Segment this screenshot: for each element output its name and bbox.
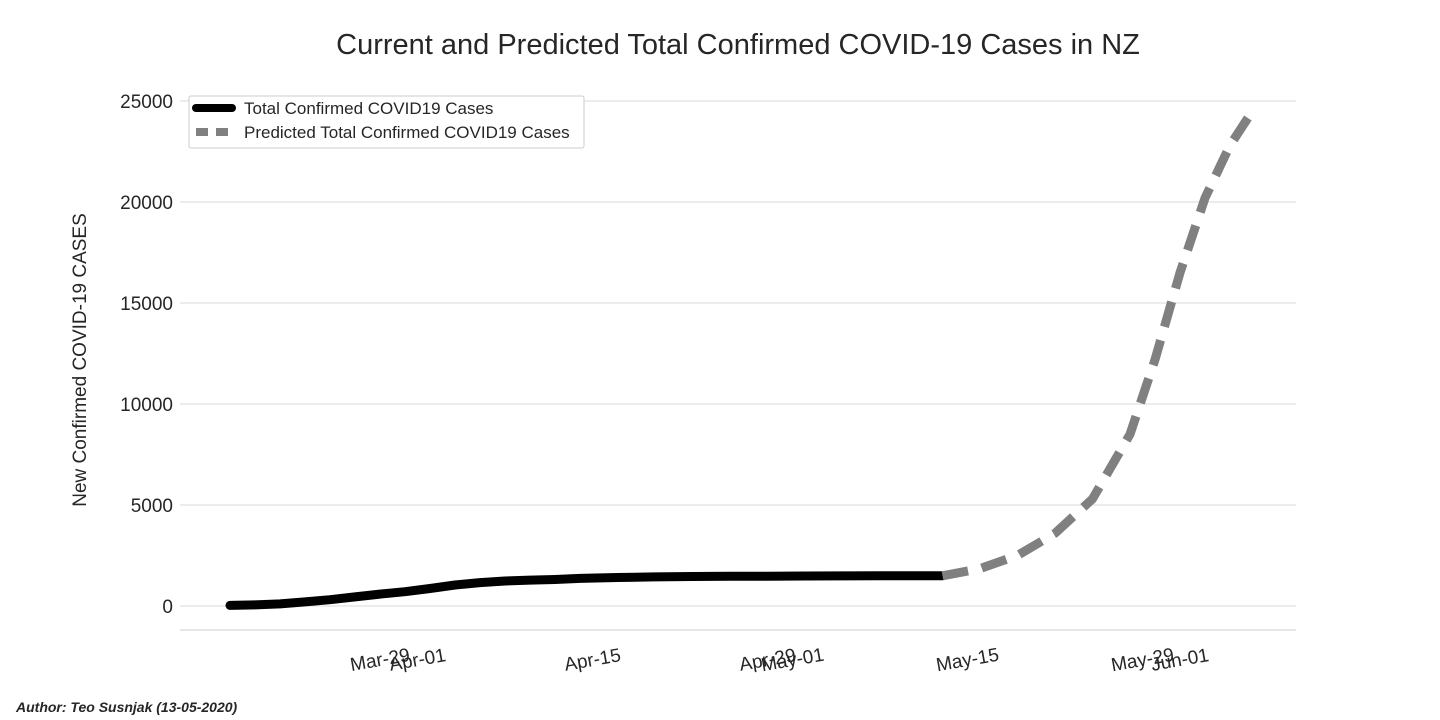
legend: Total Confirmed COVID19 Cases Predicted … xyxy=(188,95,585,149)
series-line-actual xyxy=(225,571,947,610)
y-ticks: 0 5000 10000 15000 20000 25000 xyxy=(120,92,173,618)
chart-title: Current and Predicted Total Confirmed CO… xyxy=(336,29,1140,61)
y-axis-label: New Confirmed COVID-19 CASES xyxy=(70,213,91,507)
legend-label-predicted: Predicted Total Confirmed COVID19 Cases xyxy=(244,123,570,142)
x-tick-label-may-15: May-15 xyxy=(935,645,1001,677)
x-tick-label-apr-15: Apr-15 xyxy=(563,645,623,676)
legend-label-actual: Total Confirmed COVID19 Cases xyxy=(244,99,493,118)
y-tick-label-0: 0 xyxy=(162,597,173,618)
grid xyxy=(180,100,1296,607)
y-tick-label-15000: 15000 xyxy=(120,294,173,315)
legend-frame xyxy=(188,95,585,149)
y-tick-label-25000: 25000 xyxy=(120,92,173,113)
series-group xyxy=(225,104,1259,610)
y-tick-label-20000: 20000 xyxy=(120,193,173,214)
y-tick-label-5000: 5000 xyxy=(131,496,173,517)
series-line-predicted xyxy=(941,104,1259,581)
y-tick-label-10000: 10000 xyxy=(120,395,173,416)
author-credit: Author: Teo Susnjak (13-05-2020) xyxy=(16,699,238,715)
